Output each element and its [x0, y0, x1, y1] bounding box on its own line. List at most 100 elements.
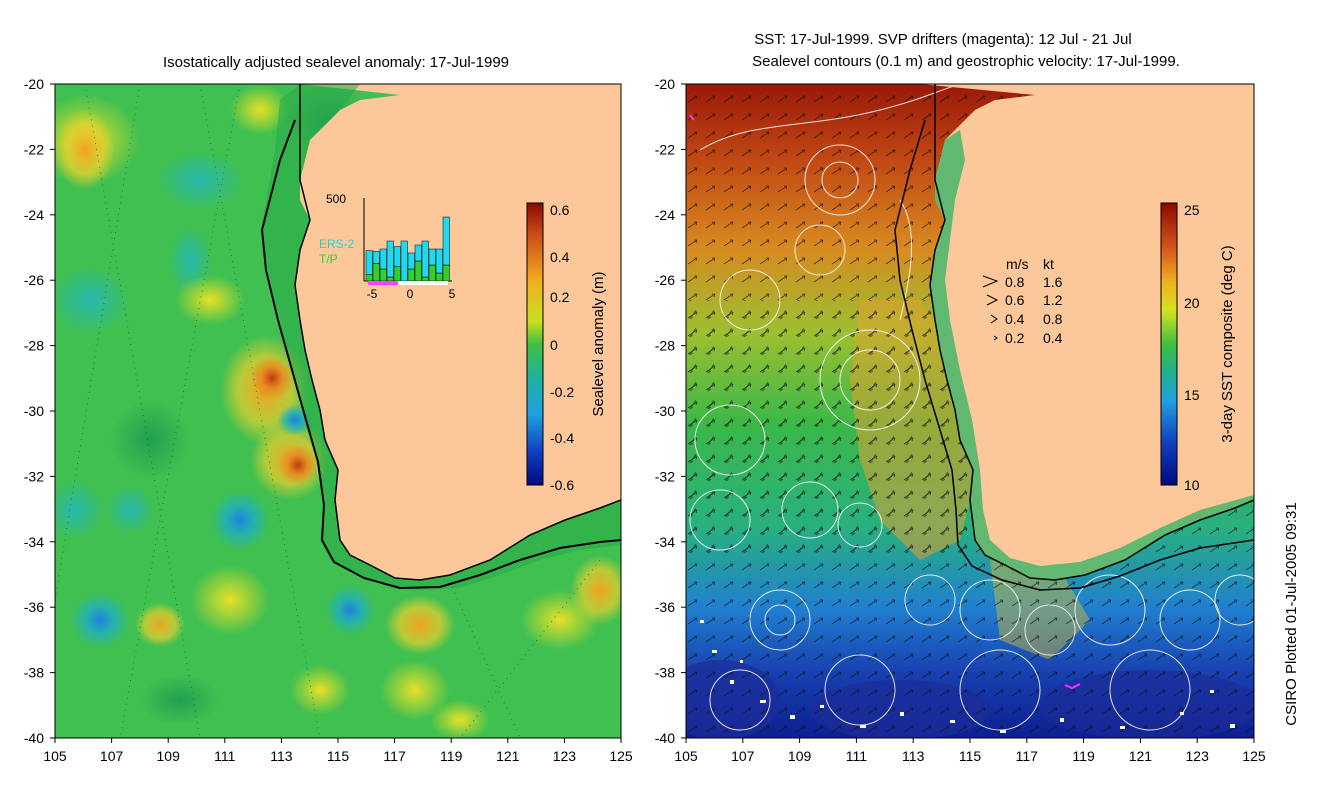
- x-axis-tick-label: 117: [1016, 748, 1039, 764]
- y-axis-tick-label: -24: [655, 207, 675, 223]
- x-axis-tick-label: 105: [674, 748, 698, 764]
- x-axis-tick-label: 123: [553, 748, 577, 764]
- left-colorbar-label: Sealevel anomaly (m): [590, 271, 607, 416]
- inset-bar-ers2: [442, 216, 450, 266]
- x-axis-tick-label: 121: [1129, 748, 1153, 764]
- x-axis-tick-label: 113: [270, 748, 293, 764]
- left-colorbar-tick: 0.6: [550, 202, 570, 218]
- x-axis-tick-label: 107: [100, 748, 124, 764]
- velocity-legend-ms: 0.4: [1005, 311, 1025, 327]
- left-colorbar-tick: 0.4: [550, 249, 570, 265]
- plot-footer: CSIRO Plotted 01-Jul-2005 09:31: [1283, 502, 1300, 725]
- x-axis-tick-label: 125: [1242, 748, 1266, 764]
- inset-xtick: 5: [449, 287, 456, 301]
- x-axis-tick-label: 115: [327, 748, 350, 764]
- inset-drifter-bar: [368, 281, 398, 285]
- inset-bar-ers2: [393, 246, 401, 267]
- inset-bar-tp: [365, 274, 373, 282]
- x-axis-tick-label: 119: [440, 748, 463, 764]
- y-axis-tick-label: -22: [655, 141, 675, 157]
- x-axis-tick-label: 105: [43, 748, 67, 764]
- inset-bar-tp: [393, 266, 401, 282]
- inset-bar-tp: [379, 268, 387, 282]
- x-axis-tick-label: 119: [1072, 748, 1095, 764]
- inset-legend-tp: T/P: [319, 252, 338, 266]
- inset-bar-ers2: [379, 248, 387, 270]
- x-axis-tick-label: 115: [959, 748, 982, 764]
- inset-bar-ers2: [435, 248, 443, 274]
- y-axis-tick-label: -30: [655, 403, 675, 419]
- right-panel-title-line1: SST: 17-Jul-1999. SVP drifters (magenta)…: [754, 31, 1131, 48]
- y-axis-tick-label: -40: [24, 730, 44, 746]
- x-axis-tick-label: 109: [157, 748, 181, 764]
- left-panel-title: Isostatically adjusted sealevel anomaly:…: [163, 54, 509, 71]
- x-axis-tick-label: 123: [1186, 748, 1210, 764]
- velocity-legend-kt: 0.8: [1043, 311, 1063, 327]
- inset-bar-ers2: [428, 248, 436, 266]
- velocity-legend: m/s kt 0.8 1.6 0.6 1.2 0.4 0.8 0.2 0.4: [982, 256, 1063, 346]
- inset-bar-ers2: [414, 244, 422, 262]
- y-axis-tick-label: -26: [24, 272, 44, 288]
- y-axis-tick-label: -32: [24, 468, 44, 484]
- y-axis-tick-label: -22: [24, 141, 44, 157]
- y-axis-tick-label: -24: [24, 207, 44, 223]
- left-colorbar: 0.6 0.4 0.2 0 -0.2 -0.4 -0.6 Sealevel an…: [526, 202, 607, 493]
- velocity-legend-ms: 0.2: [1005, 330, 1025, 346]
- velocity-legend-header-ms: m/s: [1006, 256, 1029, 272]
- y-axis-tick-label: -40: [655, 730, 675, 746]
- x-axis-tick-label: 111: [214, 748, 235, 764]
- inset-xtick: 0: [407, 287, 414, 301]
- left-colorbar-tick: -0.2: [550, 384, 574, 400]
- inset-ymax-label: 500: [326, 192, 346, 206]
- y-axis-tick-label: -26: [655, 272, 675, 288]
- left-colorbar-tick: 0.2: [550, 289, 570, 305]
- y-axis-tick-label: -36: [24, 599, 44, 615]
- x-axis-tick-label: 109: [788, 748, 812, 764]
- inset-bar-tp: [372, 263, 380, 282]
- inset-bar-tp: [421, 276, 429, 282]
- right-colorbar-label: 3-day SST composite (deg C): [1219, 245, 1236, 442]
- y-axis-tick-label: -38: [24, 665, 44, 681]
- inset-bar-ers2: [386, 240, 394, 278]
- inset-xtick: -5: [367, 287, 378, 301]
- left-colorbar-tick: 0: [550, 337, 558, 353]
- inset-bar-tp: [428, 264, 436, 282]
- right-colorbar-tick: 25: [1184, 202, 1200, 218]
- right-colorbar-tick: 10: [1184, 477, 1200, 493]
- inset-histogram: 500 ERS-2 T/P -5 0 5: [319, 192, 456, 301]
- right-panel-title-line2: Sealevel contours (0.1 m) and geostrophi…: [752, 53, 1180, 70]
- inset-bar-tp: [435, 272, 443, 282]
- inset-bar-tp: [442, 264, 450, 282]
- y-axis-tick-label: -34: [655, 534, 675, 550]
- x-axis-tick-label: 113: [902, 748, 925, 764]
- x-axis-tick-label: 107: [731, 748, 755, 764]
- x-axis-tick-label: 121: [496, 748, 520, 764]
- y-axis-tick-label: -30: [24, 403, 44, 419]
- right-colorbar-tick: 20: [1184, 295, 1200, 311]
- left-colorbar-tick: -0.6: [550, 477, 574, 493]
- x-axis-tick-label: 117: [383, 748, 406, 764]
- velocity-legend-kt: 1.2: [1043, 292, 1063, 308]
- right-colorbar: 25 20 15 10 3-day SST composite (deg C): [1160, 202, 1236, 493]
- y-axis-tick-label: -36: [655, 599, 675, 615]
- y-axis-tick-label: -34: [24, 534, 44, 550]
- y-axis-tick-label: -20: [24, 76, 44, 92]
- x-axis-tick-label: 111: [846, 748, 867, 764]
- inset-bar-ers2: [407, 252, 415, 270]
- inset-bar-ers2: [365, 250, 373, 275]
- y-axis-tick-label: -20: [655, 76, 675, 92]
- velocity-legend-ms: 0.6: [1005, 292, 1025, 308]
- left-colorbar-tick: -0.4: [550, 430, 574, 446]
- x-axis-tick-label: 125: [609, 748, 633, 764]
- inset-bar-tp: [414, 260, 422, 282]
- inset-bar-tp: [386, 276, 394, 282]
- velocity-legend-kt: 1.6: [1043, 274, 1063, 290]
- velocity-legend-kt: 0.4: [1043, 330, 1063, 346]
- inset-bar-tp: [407, 268, 415, 282]
- y-axis-tick-label: -28: [24, 338, 44, 354]
- inset-bar-ers2: [421, 240, 429, 278]
- right-colorbar-tick: 15: [1184, 387, 1200, 403]
- y-axis-tick-label: -32: [655, 468, 675, 484]
- inset-bar-ers2: [372, 251, 380, 264]
